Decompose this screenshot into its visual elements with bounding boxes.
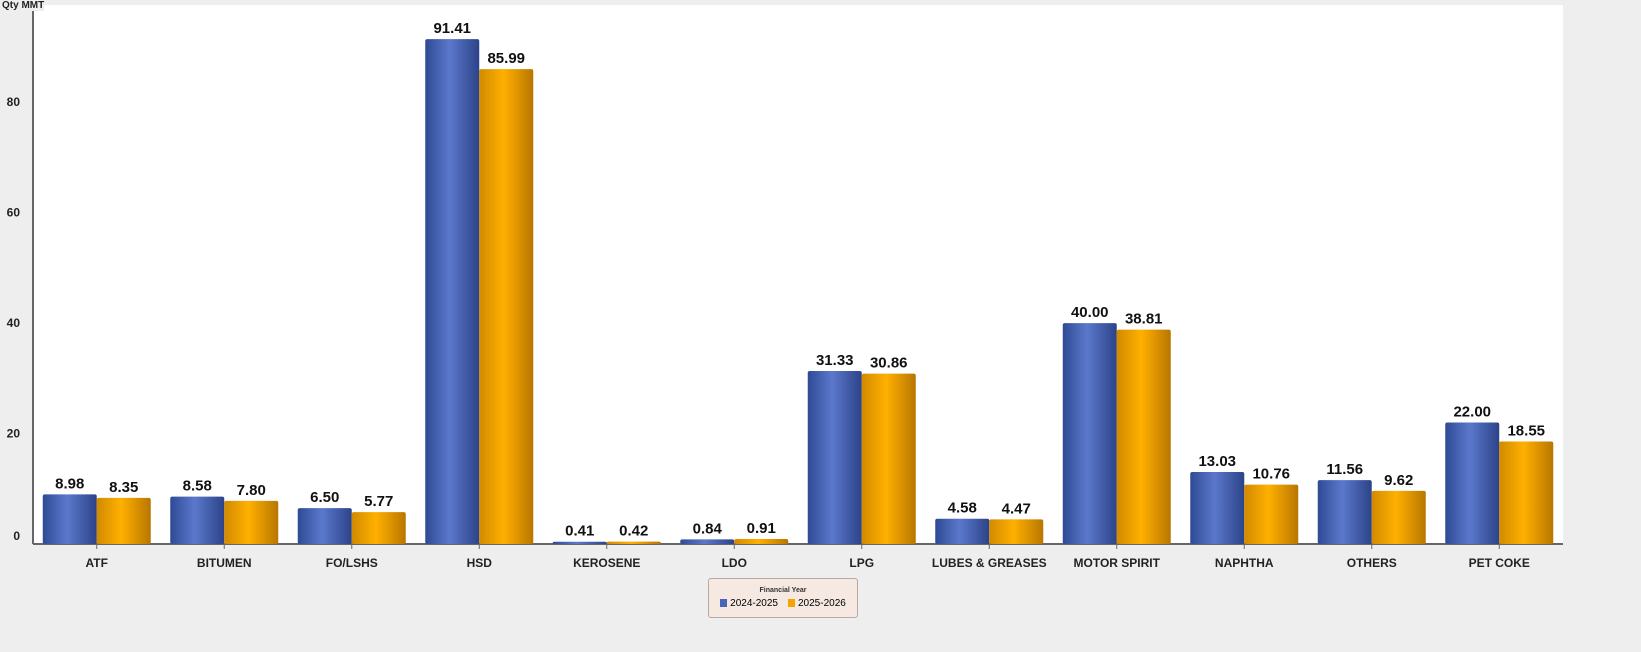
bar-2024-2025 [1317,480,1372,544]
data-label: 13.03 [1198,453,1236,470]
x-tick-label: LUBES & GREASES [932,556,1047,570]
bar-2024-2025 [552,541,607,544]
bar-2024-2025 [1445,422,1500,544]
bar-2024-2025 [42,494,97,544]
bar-2025-2026 [224,500,279,544]
bar-2025-2026 [96,497,151,544]
bar-2024-2025 [807,370,862,544]
data-label: 31.33 [816,352,854,369]
data-label: 8.58 [183,478,212,495]
bar-2025-2026 [606,541,661,544]
bar-2024-2025 [170,496,225,544]
legend-swatch [788,599,795,607]
y-tick-label: 20 [7,427,21,441]
y-tick-label: 60 [7,206,21,220]
plot-area [33,5,1563,544]
legend-swatch [720,599,728,607]
legend-item-2025-2026[interactable]: 2025-2026 [788,598,846,609]
data-label: 8.98 [55,475,84,492]
bar-2025-2026 [989,519,1044,544]
data-label: 30.86 [870,355,908,372]
bar-2024-2025 [1190,472,1245,544]
data-label: 0.84 [693,520,723,537]
legend: Financial Year 2024-2025 2025-2026 [708,578,858,618]
data-label: 5.77 [364,493,393,510]
data-label: 4.58 [948,500,977,517]
x-tick-label: FO/LSHS [326,556,378,570]
data-label: 85.99 [487,50,525,67]
legend-title: Financial Year [759,587,807,594]
data-label: 91.41 [433,20,471,37]
bar-2025-2026 [479,69,534,544]
bar-2025-2026 [734,538,789,544]
x-tick-label: HSD [467,556,493,570]
y-axis-label: Qty MMT [2,0,45,11]
data-label: 0.42 [619,523,648,540]
legend-item-2024-2025[interactable]: 2024-2025 [720,598,778,609]
bar-2024-2025 [425,39,480,544]
data-label: 38.81 [1125,311,1163,328]
bar-2025-2026 [1499,441,1554,544]
y-tick-label: 0 [13,529,20,543]
bar-2025-2026 [1244,484,1299,544]
bar-2025-2026 [351,512,406,544]
data-label: 6.50 [310,489,339,506]
bar-2024-2025 [680,539,735,544]
x-tick-label: PET COKE [1469,556,1530,570]
x-tick-label: LDO [722,556,747,570]
data-label: 10.76 [1252,466,1290,483]
data-label: 22.00 [1453,404,1491,421]
bar-2025-2026 [1116,329,1171,544]
data-label: 18.55 [1507,423,1545,440]
x-tick-label: KEROSENE [573,556,640,570]
data-label: 7.80 [237,482,266,499]
bar-2025-2026 [861,373,916,544]
x-tick-label: NAPHTHA [1215,556,1274,570]
bar-2024-2025 [1062,323,1117,544]
bar-2024-2025 [935,518,990,544]
data-label: 9.62 [1384,472,1413,489]
x-tick-label: BITUMEN [197,556,252,570]
x-tick-label: LPG [849,556,874,570]
x-tick-label: MOTOR SPIRIT [1074,556,1161,570]
y-tick-label: 40 [7,316,21,330]
data-label: 0.91 [747,520,776,537]
data-label: 40.00 [1071,304,1109,321]
bar-2025-2026 [1371,490,1426,544]
bar-2024-2025 [297,508,352,544]
x-tick-label: OTHERS [1347,556,1397,570]
data-label: 11.56 [1326,461,1363,478]
data-label: 8.35 [109,479,138,496]
data-label: 4.47 [1002,500,1031,517]
x-tick-label: ATF [86,556,108,570]
y-tick-label: 80 [7,95,21,109]
data-label: 0.41 [565,523,594,540]
